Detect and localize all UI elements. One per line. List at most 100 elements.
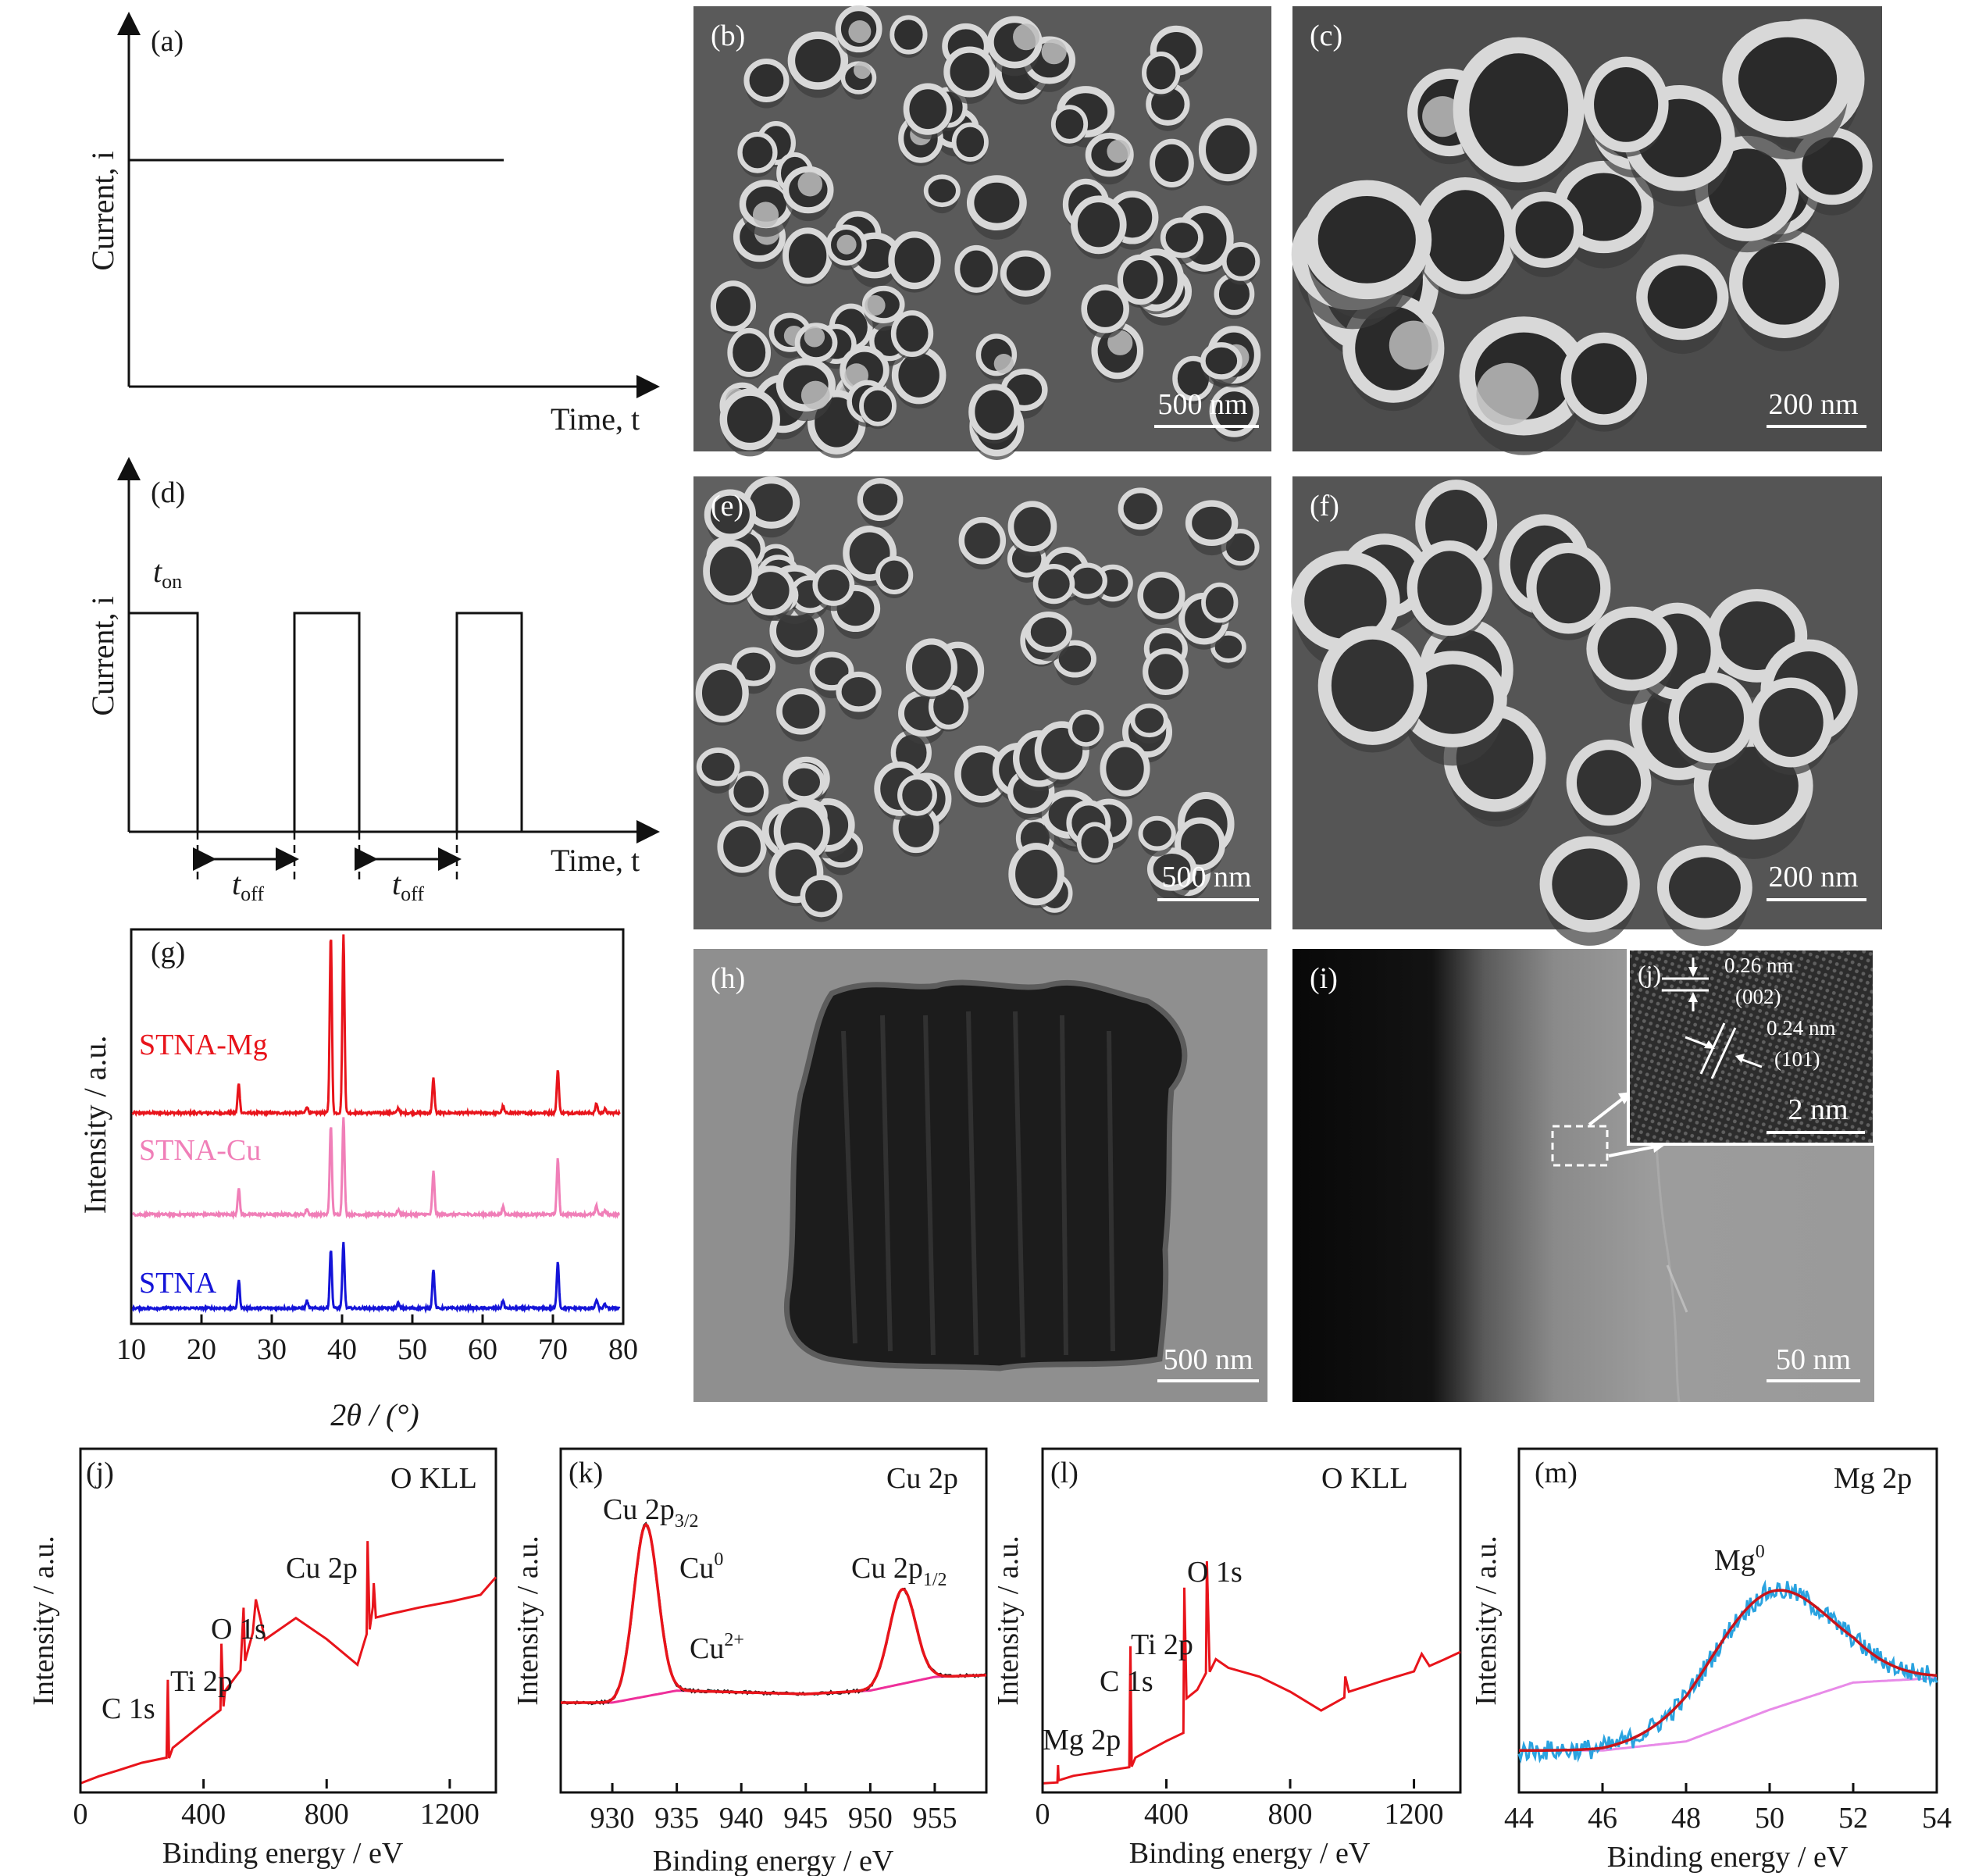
panel-h-label: (h) xyxy=(711,962,745,995)
panel-j-xticks: 0 400 800 1200 xyxy=(73,1779,480,1831)
legend-stna-mg: STNA-Mg xyxy=(139,1029,268,1061)
deposit-particle xyxy=(848,20,872,43)
panel-j-label: (j) xyxy=(86,1457,114,1489)
panel-k-xticks: 930 935 940 945 950 955 xyxy=(590,1783,957,1835)
nanotube xyxy=(1583,56,1669,153)
nanotube xyxy=(1526,542,1611,634)
nanotube xyxy=(1076,822,1114,863)
xtick-label: 30 xyxy=(257,1333,287,1366)
xtick-label: 50 xyxy=(398,1333,427,1366)
panel-d-xlabel: Time, t xyxy=(551,843,640,878)
xtick-label: 48 xyxy=(1671,1802,1701,1835)
nanotube xyxy=(1068,709,1104,747)
deposit-particle xyxy=(865,294,886,316)
nanotube-bundle xyxy=(783,979,1188,1371)
annot-j-ti2p: Ti 2p xyxy=(170,1665,233,1698)
nanotube xyxy=(1221,241,1260,281)
bundle-streaks xyxy=(841,1011,1115,1358)
xps-raw-line xyxy=(560,1521,987,1706)
nanotube xyxy=(783,227,833,284)
scalebar-h-text: 500 nm xyxy=(1163,1343,1253,1376)
xtick-label: 60 xyxy=(468,1333,497,1366)
xtick-label: 940 xyxy=(719,1802,764,1835)
nanotube xyxy=(1143,648,1189,696)
nanotube xyxy=(783,763,825,801)
xtick-label: 46 xyxy=(1588,1802,1617,1835)
panel-a: (a) Time, t Current, i xyxy=(85,12,660,437)
nanotube xyxy=(903,83,953,135)
deposit-particle xyxy=(1476,362,1539,426)
nanotube xyxy=(1317,626,1428,745)
annot-j-c1s: C 1s xyxy=(102,1692,155,1725)
xtick-label: 44 xyxy=(1504,1802,1534,1835)
nanotube xyxy=(743,58,790,102)
xps-background-line xyxy=(561,1674,987,1704)
xtick-label: 950 xyxy=(848,1802,893,1835)
deposit-particle xyxy=(1107,139,1131,163)
deposit-particle xyxy=(836,234,857,255)
panel-k-frame xyxy=(559,1447,988,1794)
panel-k-xlabel: Binding energy / eV xyxy=(653,1845,894,1876)
nanotube xyxy=(836,671,882,712)
deposit-particle xyxy=(993,354,1014,374)
deposit-particle xyxy=(1013,23,1040,51)
nanotube xyxy=(897,774,937,816)
d-spacing-2: 0.24 nm xyxy=(1767,1016,1836,1040)
scalebar-e-text: 500 nm xyxy=(1161,861,1251,893)
nanotube xyxy=(890,310,934,358)
nanotube xyxy=(1209,385,1260,437)
panel-d: (d) ton toff toff Time, t Current, i xyxy=(85,457,660,905)
xtick-label: 935 xyxy=(654,1802,699,1835)
xtick-label: 10 xyxy=(116,1333,146,1366)
nanotube xyxy=(1657,845,1752,930)
xrd-series-line xyxy=(132,1117,620,1221)
panel-l-xticks: 0 400 800 1200 xyxy=(1036,1779,1444,1831)
panel-m-label: (m) xyxy=(1535,1457,1578,1489)
nanotube xyxy=(943,46,996,98)
panel-g-xlabel: 2θ / (°) xyxy=(330,1397,419,1432)
nanotube xyxy=(717,820,767,873)
annot-j-o1s: O 1s xyxy=(211,1613,266,1646)
panel-a-label: (a) xyxy=(151,25,184,58)
panel-b: (b) 500 nm xyxy=(693,5,1271,460)
xps-survey-line xyxy=(80,1541,497,1785)
panel-a-ylabel: Current, i xyxy=(85,151,120,270)
deposit-particle xyxy=(1107,330,1133,355)
panel-b-label: (b) xyxy=(711,20,745,52)
panel-m-frame xyxy=(1517,1447,1938,1794)
panel-k: 930 935 940 945 950 955 (k) Cu 2p Cu 2p3/2 Cu… xyxy=(512,1447,988,1876)
nanotube xyxy=(719,388,780,451)
xtick-label: 930 xyxy=(590,1802,635,1835)
nanotube xyxy=(1118,487,1163,530)
nanotube xyxy=(1067,562,1107,599)
deposit-particle xyxy=(800,380,830,410)
nanotube xyxy=(890,15,928,55)
panel-g-frame xyxy=(130,928,625,1325)
panel-k-label: (k) xyxy=(569,1457,603,1489)
panel-f: (f) 200 nm xyxy=(1291,476,1882,947)
xtick-label: 400 xyxy=(181,1798,226,1831)
nanotube xyxy=(968,383,1021,440)
xrd-plot-area xyxy=(131,934,621,1314)
annot-k-cu0: Cu0 xyxy=(679,1550,723,1585)
nanotube xyxy=(1539,836,1640,933)
xrd-series-line xyxy=(131,1242,621,1314)
annot-l-o1s: O 1s xyxy=(1187,1556,1242,1589)
nanotube xyxy=(1146,847,1197,891)
nanotube xyxy=(787,31,849,90)
legend-stna-cu: STNA-Cu xyxy=(139,1134,261,1167)
nanotube-array-e xyxy=(695,476,1260,922)
nanotube xyxy=(800,875,843,918)
nanotube xyxy=(1117,254,1164,305)
xtick-label: 54 xyxy=(1922,1802,1952,1835)
nanotube xyxy=(1007,501,1057,552)
inset-j xyxy=(1627,947,1876,1146)
xps-cu2p-k xyxy=(560,1521,987,1706)
nanotube xyxy=(1142,52,1181,95)
nanotube xyxy=(958,516,1007,565)
zoom-arrow-2 xyxy=(1608,1145,1656,1157)
nanotube xyxy=(704,489,757,540)
nanotube xyxy=(1100,740,1150,797)
xtick-label: 945 xyxy=(783,1802,828,1835)
